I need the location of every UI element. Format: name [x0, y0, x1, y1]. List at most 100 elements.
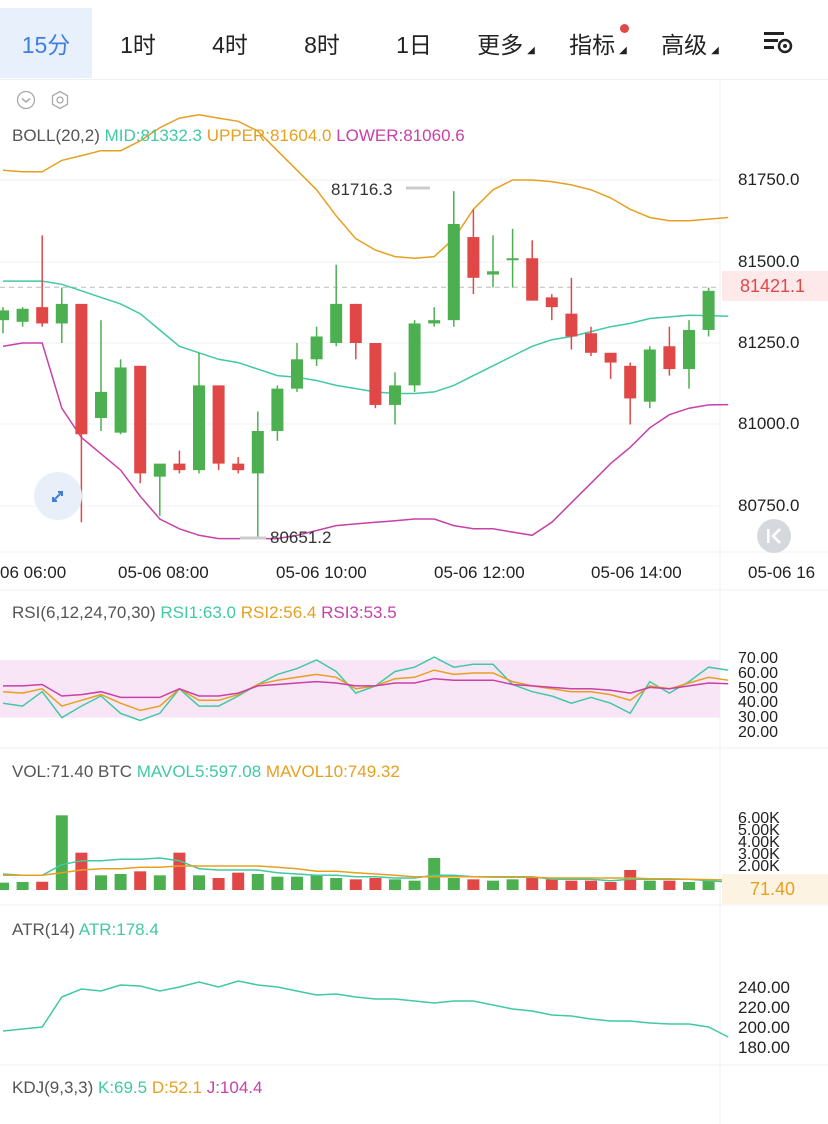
time-axis-label: 05-06 14:00	[591, 563, 682, 582]
candle-body	[526, 258, 539, 301]
tab-label: 1日	[396, 32, 432, 58]
time-axis-label: 06 06:00	[0, 563, 67, 582]
tab-15m[interactable]: 15分	[0, 8, 92, 78]
rsi-axis-label: 20.00	[738, 724, 779, 741]
time-axis-label: 05-06 12:00	[434, 563, 525, 582]
candle-body	[114, 367, 127, 433]
candle-body	[212, 385, 225, 464]
candle-body	[349, 303, 362, 343]
volume-bar	[349, 879, 362, 890]
candle-body	[545, 297, 558, 308]
vol-name: VOL:71.40 BTC	[12, 762, 133, 781]
volume-bar	[232, 872, 245, 890]
atr-axis-label: 220.00	[738, 998, 790, 1017]
candle-body	[232, 463, 245, 471]
tab-indicators[interactable]: 指标 ◢	[552, 8, 644, 78]
jump-latest-icon	[767, 528, 781, 544]
price-axis-label: 81500.0	[738, 252, 800, 271]
candle-body	[95, 391, 107, 418]
settings-gear-icon[interactable]	[50, 90, 70, 110]
chevron-down-icon[interactable]	[16, 90, 36, 110]
atr-legend: ATR(14) ATR:178.4	[12, 920, 159, 940]
chart-canvas[interactable]	[0, 80, 828, 1124]
tab-8h[interactable]: 8时	[276, 8, 368, 78]
jump-to-latest-button[interactable]	[757, 519, 791, 553]
candle-body	[153, 463, 166, 477]
kdj-name: KDJ(9,3,3)	[12, 1078, 94, 1097]
vol-axis-label: 3.00K	[738, 846, 780, 863]
candle-body	[173, 463, 186, 471]
current-volume-tag: 71.40	[722, 874, 828, 904]
boll-lower-line	[2, 342, 729, 540]
candle-body	[36, 307, 49, 324]
vol-axis-label: 4.00K	[738, 834, 780, 851]
volume-bar	[310, 875, 323, 890]
rsi-value-3: RSI3:53.5	[321, 603, 397, 622]
volume-bar	[585, 880, 597, 890]
candle-body	[75, 303, 88, 435]
boll-upper: UPPER:81604.0	[206, 126, 332, 145]
atr-axis-label: 180.00	[738, 1038, 790, 1057]
tab-label: 4时	[212, 32, 248, 58]
volume-bar	[212, 878, 225, 890]
caret-down-icon: ◢	[619, 44, 627, 56]
price-axis-label: 81000.0	[738, 414, 800, 433]
volume-bar	[153, 875, 166, 890]
tab-4h[interactable]: 4时	[184, 8, 276, 78]
vol-ma5: MAVOL5:597.08	[136, 762, 262, 781]
tab-label: 指标	[569, 32, 616, 58]
volume-bar	[193, 875, 205, 890]
rsi-value-2: RSI2:56.4	[240, 603, 317, 622]
kdj-k: K:69.5	[97, 1078, 148, 1097]
rsi-axis-label: 30.00	[738, 709, 779, 726]
price-axis-label: 81250.0	[738, 333, 800, 352]
candle-body	[585, 333, 597, 353]
tab-more[interactable]: 更多 ◢	[460, 8, 552, 78]
candle-body	[55, 303, 68, 324]
rsi1-line	[2, 656, 729, 722]
rsi-axis-label: 40.00	[738, 694, 779, 711]
volume-ma5-line	[2, 857, 729, 883]
volume-bar	[16, 882, 29, 890]
rsi-axis-label: 50.00	[738, 680, 779, 697]
candle-body	[467, 237, 480, 278]
price-axis-label: 80750.0	[738, 496, 800, 515]
tab-1h[interactable]: 1时	[92, 8, 184, 78]
boll-upper-line	[2, 114, 729, 259]
candle-body	[447, 224, 460, 321]
vol-axis-label: 5.00K	[738, 822, 780, 839]
volume-bar	[428, 858, 441, 890]
candle-body	[389, 385, 401, 405]
volume-bar	[545, 879, 558, 890]
volume-bar	[643, 880, 656, 890]
candle-body	[271, 388, 284, 432]
notification-dot	[620, 24, 629, 33]
volume-bar	[330, 878, 343, 890]
candle-body	[408, 323, 421, 386]
candle-body	[330, 303, 343, 343]
rsi-legend: RSI(6,12,24,70,30) RSI1:63.0 RSI2:56.4 R…	[12, 603, 397, 623]
rsi-name: RSI(6,12,24,70,30)	[12, 603, 156, 622]
atr-line	[2, 980, 729, 1038]
boll-legend: BOLL(20,2) MID:81332.3 UPPER:81604.0 LOW…	[12, 126, 465, 146]
timeframe-tab-bar: 15分 1时 4时 8时 1日 更多 ◢ 指标 ◢ 高级 ◢	[0, 0, 828, 80]
volume-bar	[702, 880, 715, 890]
volume-bar	[114, 874, 127, 890]
tab-label: 15分	[21, 32, 71, 58]
boll-mid-line	[3, 280, 729, 395]
expand-chart-button[interactable]	[34, 472, 82, 520]
tab-advanced[interactable]: 高级 ◢	[644, 8, 736, 78]
volume-bar	[95, 875, 107, 890]
chart-settings-icon[interactable]	[760, 24, 796, 60]
tab-1d[interactable]: 1日	[368, 8, 460, 78]
candle-body	[310, 336, 323, 360]
atr-value: ATR:178.4	[78, 920, 159, 939]
volume-bar	[251, 874, 264, 890]
tab-label: 8时	[304, 32, 340, 58]
candle-body	[428, 320, 441, 324]
candle-body	[193, 385, 205, 471]
vol-axis-label: 6.00K	[738, 810, 780, 827]
expand-arrows-icon	[52, 491, 63, 502]
kdj-j: J:104.4	[206, 1078, 263, 1097]
candle-body	[624, 365, 637, 399]
